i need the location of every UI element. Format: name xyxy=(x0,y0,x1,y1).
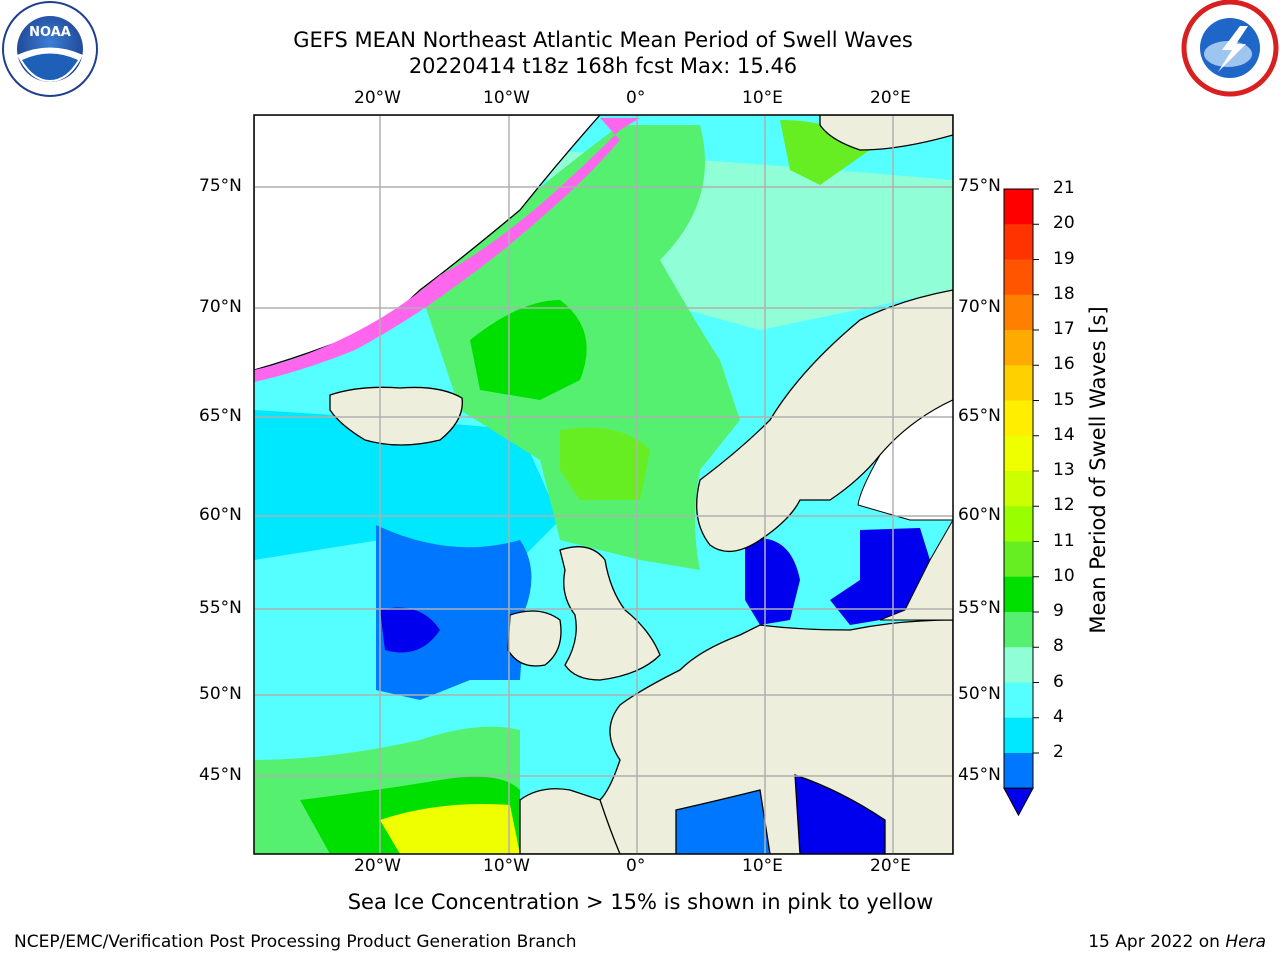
lat-label-left: 70°N xyxy=(199,297,242,317)
lon-label-top: 0° xyxy=(626,88,646,108)
colorbar-tick-label: 6 xyxy=(1053,671,1064,692)
colorbar-segment xyxy=(1004,224,1033,260)
lon-label-bottom: 20°W xyxy=(354,856,401,876)
colorbar-segment xyxy=(1004,612,1033,648)
lon-label-top: 10°E xyxy=(742,88,783,108)
colorbar-tick-label: 16 xyxy=(1053,354,1075,375)
lat-label-left: 75°N xyxy=(199,176,242,196)
lat-label-left: 55°N xyxy=(199,598,242,618)
colorbar-segment xyxy=(1004,330,1033,366)
ireland-land xyxy=(507,610,562,667)
colorbar-tick-label: 21 xyxy=(1053,178,1075,198)
colorbar-tick-label: 19 xyxy=(1053,248,1075,269)
iceland-land xyxy=(329,386,463,446)
colorbar-tick-label: 9 xyxy=(1053,601,1064,621)
colorbar-segment xyxy=(1004,400,1033,437)
lat-label-right: 65°N xyxy=(958,406,1001,426)
colorbar-segment xyxy=(1004,647,1033,683)
graticule xyxy=(254,115,953,854)
lat-label-left: 60°N xyxy=(199,505,242,525)
lon-label-top: 10°W xyxy=(483,88,530,108)
lon-label-bottom: 10°W xyxy=(483,856,530,876)
colorbar-segment xyxy=(1004,365,1033,401)
lat-label-right: 45°N xyxy=(958,765,1001,785)
noaa-logo: NOAA xyxy=(2,1,98,97)
colorbar-segment xyxy=(1004,294,1033,331)
lat-label-right: 55°N xyxy=(958,598,1001,618)
colorbar xyxy=(1003,188,1039,817)
colorbar-segment xyxy=(1004,506,1033,542)
lon-label-bottom: 20°E xyxy=(870,856,911,876)
colorbar-segment xyxy=(1004,435,1033,472)
colorbar-tick-label: 13 xyxy=(1053,460,1075,480)
europe-land xyxy=(519,619,953,854)
colorbar-segment xyxy=(1004,471,1033,507)
low-period-region xyxy=(376,525,532,700)
greenland-land xyxy=(254,115,601,371)
scandinavia-land xyxy=(696,289,953,552)
colorbar-tick-label: 8 xyxy=(1053,636,1064,657)
date-text: 15 Apr 2022 on Hera xyxy=(1088,932,1266,952)
colorbar-extend-arrow xyxy=(1003,787,1034,817)
lon-label-bottom: 10°E xyxy=(742,856,783,876)
colorbar-segment xyxy=(1004,259,1033,296)
lat-label-right: 75°N xyxy=(958,176,1001,196)
colorbar-tick-label: 2 xyxy=(1053,742,1064,762)
colorbar-segment xyxy=(1004,541,1033,578)
colorbar-frame xyxy=(1003,188,1034,789)
lat-label-right: 70°N xyxy=(958,297,1001,317)
chart-title: GEFS MEAN Northeast Atlantic Mean Period… xyxy=(293,28,913,52)
credit-text: NCEP/EMC/Verification Post Processing Pr… xyxy=(14,932,577,952)
map-area xyxy=(254,115,953,854)
lon-label-top: 20°E xyxy=(870,88,911,108)
colorbar-tick-label: 15 xyxy=(1053,389,1075,410)
nws-logo xyxy=(1181,0,1279,97)
lat-label-right: 50°N xyxy=(958,684,1001,704)
lat-label-left: 45°N xyxy=(199,765,242,785)
colorbar-label: Mean Period of Swell Waves [s] xyxy=(1086,306,1110,634)
lat-label-left: 50°N xyxy=(199,684,242,704)
britain-land xyxy=(559,546,661,681)
colorbar-tick-label: 12 xyxy=(1053,495,1075,516)
svalbard-land xyxy=(819,115,953,151)
svg-text:NOAA: NOAA xyxy=(29,25,71,40)
map-frame xyxy=(253,114,954,855)
lon-label-top: 20°W xyxy=(354,88,401,108)
colorbar-segment xyxy=(1004,717,1033,754)
colorbar-tick-label: 10 xyxy=(1053,565,1075,586)
date-value: 15 Apr 2022 on xyxy=(1088,932,1226,952)
lat-label-right: 60°N xyxy=(958,505,1001,525)
colorbar-tick-label: 20 xyxy=(1053,213,1075,234)
lon-label-bottom: 0° xyxy=(626,856,646,876)
machine-name: Hera xyxy=(1225,932,1266,952)
colorbar-segment xyxy=(1004,682,1033,719)
colorbar-segment xyxy=(1004,753,1033,789)
chart-subtitle: 20220414 t18z 168h fcst Max: 15.46 xyxy=(408,54,798,78)
colorbar-tick-label: 17 xyxy=(1053,319,1075,339)
colorbar-tick-label: 4 xyxy=(1053,706,1064,727)
lat-label-left: 65°N xyxy=(199,406,242,426)
colorbar-segment xyxy=(1004,576,1033,613)
iberia-land xyxy=(519,788,621,854)
colorbar-tick-label: 11 xyxy=(1053,530,1075,551)
colorbar-segment xyxy=(1004,189,1033,225)
sea-ice-note: Sea Ice Concentration > 15% is shown in … xyxy=(347,890,934,914)
colorbar-tick-label: 14 xyxy=(1053,424,1075,445)
colorbar-tick-label: 18 xyxy=(1053,283,1075,304)
